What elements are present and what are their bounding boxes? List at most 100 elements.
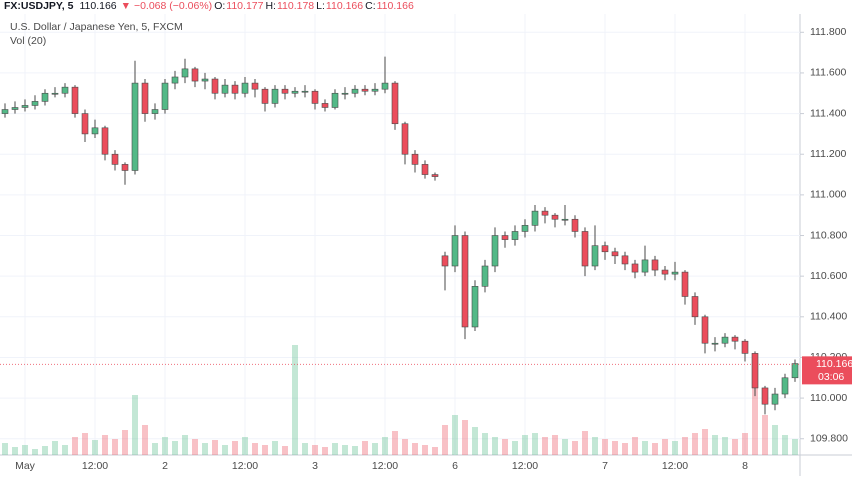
countdown: 03:06 (818, 371, 844, 383)
volume-bar (332, 443, 338, 455)
candle-body (181, 68, 189, 78)
candle-body (161, 82, 169, 110)
volume-bar (102, 435, 108, 455)
volume-bar (772, 425, 778, 455)
volume-bar (302, 443, 308, 455)
volume-bar (32, 449, 38, 455)
volume-bar (402, 439, 408, 455)
candle-body (651, 259, 659, 271)
volume-bar (452, 415, 458, 455)
volume-bar (382, 437, 388, 455)
volume-bar (352, 446, 358, 455)
candle-body (51, 92, 59, 95)
candle-body (131, 82, 139, 171)
volume-bar (152, 443, 158, 455)
candle-body (631, 263, 639, 273)
volume-bar (642, 441, 648, 455)
last-price-box (802, 356, 852, 385)
volume-bar (592, 437, 598, 455)
candle-body (31, 101, 39, 106)
volume-bar (492, 437, 498, 455)
quote-label: O: (214, 0, 225, 12)
header: FX:USDJPY, 5 110.166 ▼ −0.068 (−0.06%) O: 1… (0, 0, 852, 14)
instrument-title: U.S. Dollar / Japanese Yen, 5, FXCM (10, 21, 183, 33)
y-tick-label: 111.000 (810, 189, 847, 201)
volume-bar (252, 443, 258, 455)
symbol: FX:USDJPY, 5 (4, 0, 74, 12)
volume-bar (82, 433, 88, 455)
volume-bar (212, 440, 218, 455)
candle-body (531, 210, 539, 226)
volume-bar (362, 441, 368, 455)
quote-label: H: (265, 0, 276, 12)
volume-bar (72, 437, 78, 455)
y-tick-label: 109.800 (810, 433, 848, 445)
volume-bar (722, 437, 728, 455)
axes: 109.800110.000110.200110.400110.600110.8… (0, 26, 852, 472)
volume-bar (122, 430, 128, 455)
candle-body (1, 109, 9, 114)
volume-bar (502, 439, 508, 455)
volume-bar (542, 437, 548, 455)
candle-body (451, 235, 459, 267)
volume-bar (632, 437, 638, 455)
volume-bar (182, 435, 188, 455)
candle-body (271, 88, 279, 104)
volume-bar (272, 441, 278, 455)
candle-body (501, 235, 509, 240)
candle-body (171, 76, 179, 84)
candle-body (431, 174, 439, 177)
volume-bar (392, 431, 398, 455)
candle-body (731, 336, 739, 342)
y-tick-label: 111.600 (810, 67, 847, 79)
volume-bar (282, 446, 288, 455)
volume-bar (422, 445, 428, 455)
volume-bar (172, 441, 178, 455)
volume-bar (312, 445, 318, 455)
candle-body (341, 92, 349, 95)
volume-bar (602, 439, 608, 455)
candle-body (381, 82, 389, 90)
candle-body (681, 271, 689, 297)
candle-body (791, 363, 799, 379)
candle-body (661, 269, 669, 275)
volume-bar (702, 429, 708, 455)
x-tick-label: 6 (452, 460, 458, 472)
candle-body (111, 153, 119, 165)
volume-bar (512, 441, 518, 455)
candle-body (241, 82, 249, 94)
candle-body (521, 225, 529, 232)
candle-body (411, 153, 419, 165)
volume-bar (482, 433, 488, 455)
candle-body (481, 265, 489, 287)
volume-bar (612, 441, 618, 455)
volume-bar (202, 443, 208, 455)
volume-bar (222, 445, 228, 455)
quote-value: 110.166 (326, 0, 363, 12)
candle-body (421, 164, 429, 175)
candle-body (311, 90, 319, 104)
volume-bar (712, 435, 718, 455)
volume-bar (782, 435, 788, 455)
volume-bar (292, 345, 298, 455)
candle-body (101, 127, 109, 155)
volume-bar (132, 395, 138, 455)
candle-body (561, 218, 569, 221)
volume-bar (232, 441, 238, 455)
candle-body (371, 88, 379, 92)
candle-body (711, 342, 719, 345)
quote-value: 110.178 (277, 0, 314, 12)
volume-bar (242, 437, 248, 455)
candle-body (151, 109, 159, 114)
candle-body (121, 164, 129, 171)
candle-body (201, 78, 209, 82)
x-tick-label: 12:00 (232, 460, 258, 472)
volume-bar (112, 439, 118, 455)
y-tick-label: 110.000 (810, 392, 847, 404)
candle-body (671, 271, 679, 275)
candle-body (761, 387, 769, 405)
volume-bar (732, 439, 738, 455)
candle-body (361, 88, 369, 92)
candle-body (291, 90, 299, 94)
